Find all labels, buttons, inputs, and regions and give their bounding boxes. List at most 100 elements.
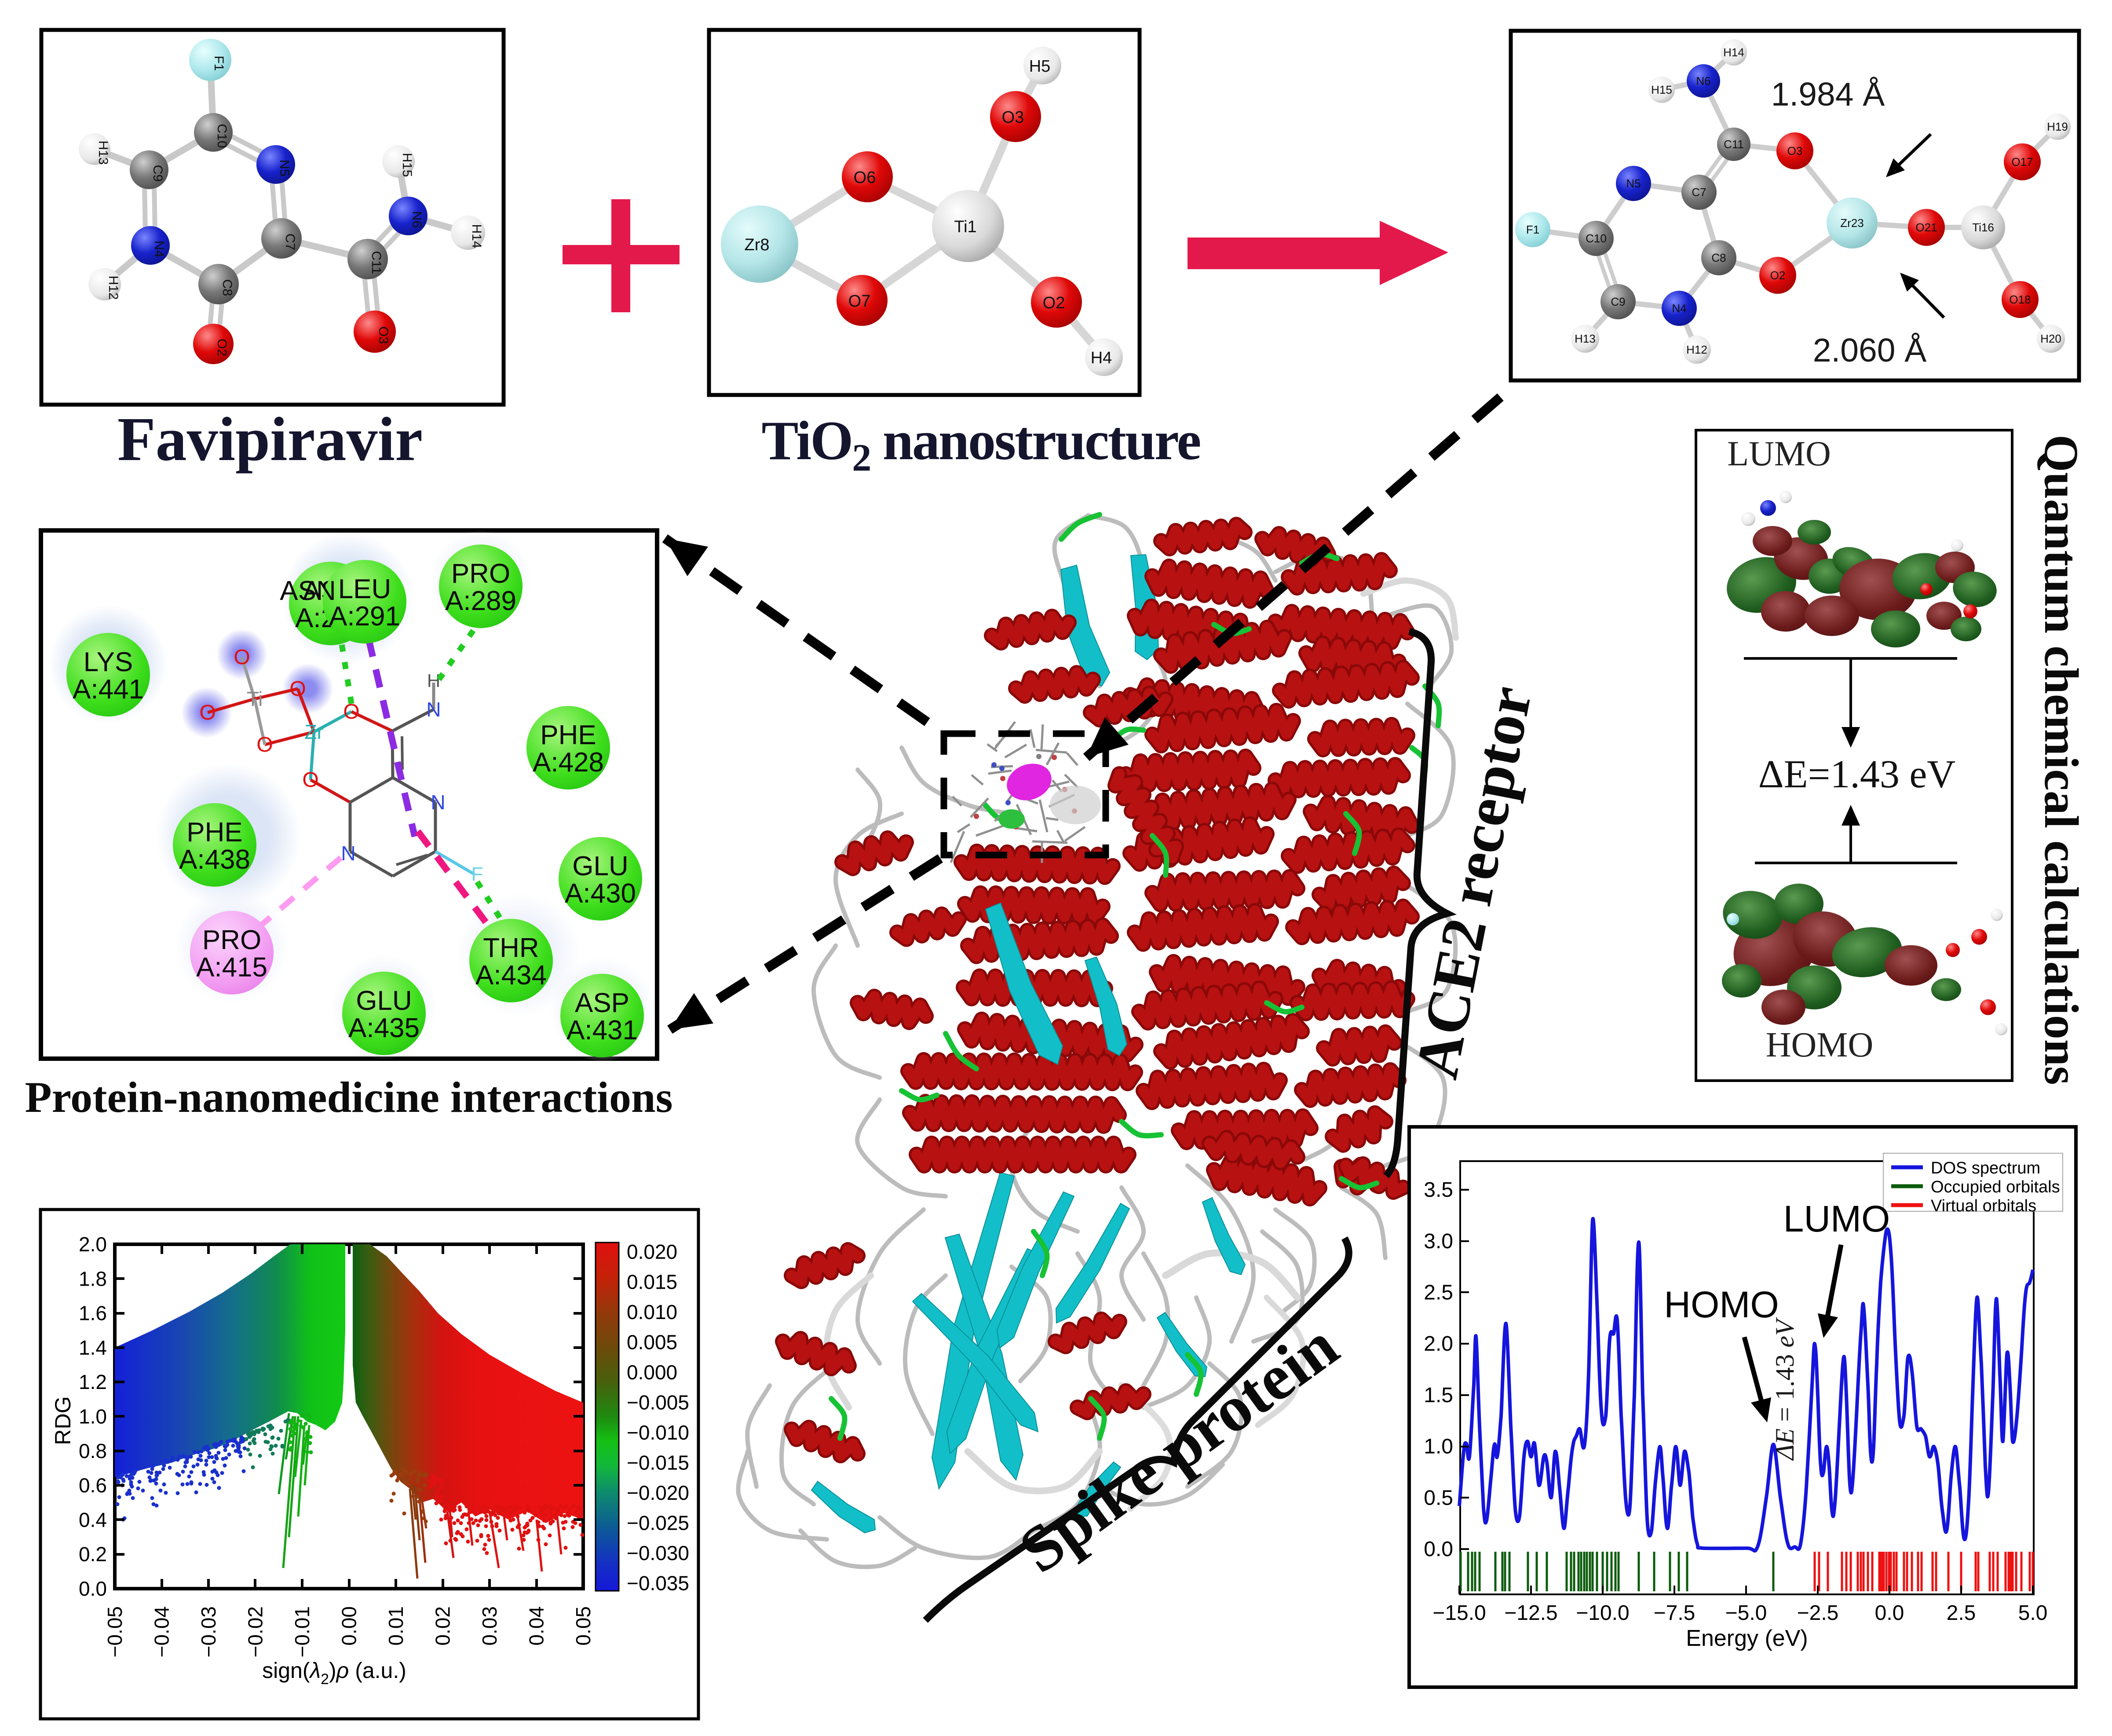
svg-text:H5: H5 (1029, 57, 1051, 76)
svg-text:0.03: 0.03 (478, 1606, 501, 1646)
svg-text:N6: N6 (1696, 74, 1710, 88)
svg-text:ΔE = 1.43 eV: ΔE = 1.43 eV (1770, 1317, 1799, 1461)
svg-text:0.5: 0.5 (1424, 1486, 1453, 1509)
svg-text:5.0: 5.0 (2018, 1601, 2048, 1625)
svg-text:A:415: A:415 (196, 952, 267, 983)
svg-text:1.2: 1.2 (79, 1371, 107, 1393)
svg-text:−5.0: −5.0 (1725, 1601, 1767, 1625)
svg-text:Protein-nanomedicine interacti: Protein-nanomedicine interactions (25, 1073, 673, 1122)
svg-text:O: O (302, 768, 318, 792)
svg-text:−0.035: −0.035 (627, 1572, 689, 1595)
svg-text:−12.5: −12.5 (1504, 1601, 1557, 1625)
svg-text:GLU: GLU (572, 851, 628, 881)
svg-text:H15: H15 (1651, 83, 1672, 96)
svg-text:Zr: Zr (304, 720, 323, 743)
svg-text:N4: N4 (152, 241, 166, 257)
svg-text:O: O (256, 733, 273, 757)
svg-text:3.5: 3.5 (1424, 1178, 1453, 1202)
svg-text:HOMO: HOMO (1664, 1284, 1779, 1325)
svg-text:−0.025: −0.025 (627, 1512, 689, 1535)
svg-text:LYS: LYS (84, 647, 133, 677)
svg-text:C9: C9 (150, 165, 165, 182)
svg-text:−0.005: −0.005 (627, 1391, 689, 1414)
svg-text:1.8: 1.8 (79, 1267, 107, 1290)
svg-text:O6: O6 (854, 168, 876, 187)
svg-text:−0.015: −0.015 (627, 1451, 689, 1474)
svg-text:2.060 Å: 2.060 Å (1813, 332, 1927, 369)
svg-text:0.0: 0.0 (79, 1577, 107, 1600)
svg-text:GLU: GLU (356, 986, 412, 1016)
svg-text:0.01: 0.01 (384, 1606, 407, 1646)
svg-text:O3: O3 (376, 326, 391, 344)
svg-text:ASP: ASP (575, 988, 629, 1018)
svg-text:0.015: 0.015 (627, 1271, 677, 1294)
svg-text:H13: H13 (1575, 332, 1596, 345)
svg-text:C10: C10 (215, 124, 229, 148)
svg-text:2.5: 2.5 (1947, 1601, 1976, 1625)
svg-text:0.2: 0.2 (79, 1543, 107, 1566)
svg-text:N4: N4 (1672, 302, 1686, 315)
svg-text:O17: O17 (2011, 155, 2033, 168)
svg-text:N: N (431, 791, 445, 814)
svg-text:LEU: LEU (338, 574, 391, 604)
svg-text:C7: C7 (1692, 186, 1706, 199)
svg-text:sign(λ2)ρ (a.u.): sign(λ2)ρ (a.u.) (262, 1658, 406, 1688)
svg-text:ΔE=1.43 eV: ΔE=1.43 eV (1758, 753, 1956, 796)
svg-text:A:428: A:428 (533, 747, 604, 778)
svg-text:0.0: 0.0 (1875, 1601, 1904, 1625)
svg-text:A:441: A:441 (73, 674, 144, 705)
svg-text:N5: N5 (1626, 177, 1641, 190)
svg-text:H4: H4 (1091, 349, 1112, 367)
svg-text:O: O (289, 677, 306, 701)
svg-text:Favipiravir: Favipiravir (117, 404, 423, 474)
svg-text:−2.5: −2.5 (1797, 1601, 1839, 1625)
svg-text:1.6: 1.6 (79, 1302, 107, 1325)
svg-text:1.0: 1.0 (79, 1405, 107, 1428)
svg-text:C8: C8 (1711, 251, 1726, 264)
svg-text:O2: O2 (215, 339, 229, 356)
svg-text:0.020: 0.020 (627, 1240, 677, 1263)
svg-text:0.0: 0.0 (1424, 1538, 1453, 1561)
svg-text:C8: C8 (220, 279, 234, 296)
svg-text:Occupied orbitals: Occupied orbitals (1931, 1178, 2060, 1196)
svg-text:A:291: A:291 (329, 601, 400, 632)
svg-text:F: F (471, 863, 483, 885)
svg-text:A:435: A:435 (348, 1013, 420, 1043)
svg-text:0.005: 0.005 (627, 1331, 677, 1354)
svg-text:−0.01: −0.01 (291, 1606, 314, 1657)
svg-text:A:289: A:289 (445, 586, 516, 616)
svg-text:O2: O2 (1043, 294, 1065, 312)
svg-text:0.010: 0.010 (627, 1301, 677, 1323)
svg-text:H12: H12 (106, 275, 121, 300)
svg-text:1.4: 1.4 (79, 1336, 107, 1359)
svg-text:1.5: 1.5 (1424, 1384, 1453, 1407)
svg-text:PHE: PHE (186, 817, 242, 848)
svg-text:0.4: 0.4 (79, 1508, 107, 1531)
svg-text:THR: THR (483, 933, 539, 963)
svg-text:1.984 Å: 1.984 Å (1771, 76, 1885, 113)
svg-text:Ti: Ti (247, 687, 263, 710)
svg-text:Energy (eV): Energy (eV) (1686, 1626, 1808, 1651)
svg-text:−0.02: −0.02 (244, 1606, 267, 1657)
svg-text:O3: O3 (1787, 144, 1803, 157)
svg-text:TiO2 nanostructure: TiO2 nanostructure (762, 410, 1200, 479)
svg-text:PRO: PRO (451, 559, 510, 589)
svg-text:LUMO: LUMO (1783, 1198, 1890, 1239)
svg-text:F1: F1 (212, 55, 226, 71)
svg-text:A:438: A:438 (179, 844, 250, 875)
svg-text:PHE: PHE (540, 720, 596, 750)
svg-text:−0.04: −0.04 (150, 1606, 173, 1657)
svg-text:−15.0: −15.0 (1432, 1601, 1486, 1625)
svg-text:H12: H12 (1686, 343, 1707, 356)
svg-text:HOMO: HOMO (1766, 1026, 1873, 1064)
svg-text:−7.5: −7.5 (1654, 1601, 1695, 1625)
svg-text:Ti16: Ti16 (1972, 221, 1994, 234)
svg-text:O2: O2 (1770, 269, 1786, 282)
svg-text:0.05: 0.05 (572, 1606, 595, 1646)
svg-text:0.000: 0.000 (627, 1361, 677, 1384)
svg-text:C7: C7 (283, 234, 297, 250)
svg-text:−0.020: −0.020 (627, 1481, 689, 1504)
svg-text:2.5: 2.5 (1424, 1281, 1453, 1305)
svg-text:C11: C11 (1724, 138, 1744, 151)
svg-text:O21: O21 (1915, 221, 1937, 234)
